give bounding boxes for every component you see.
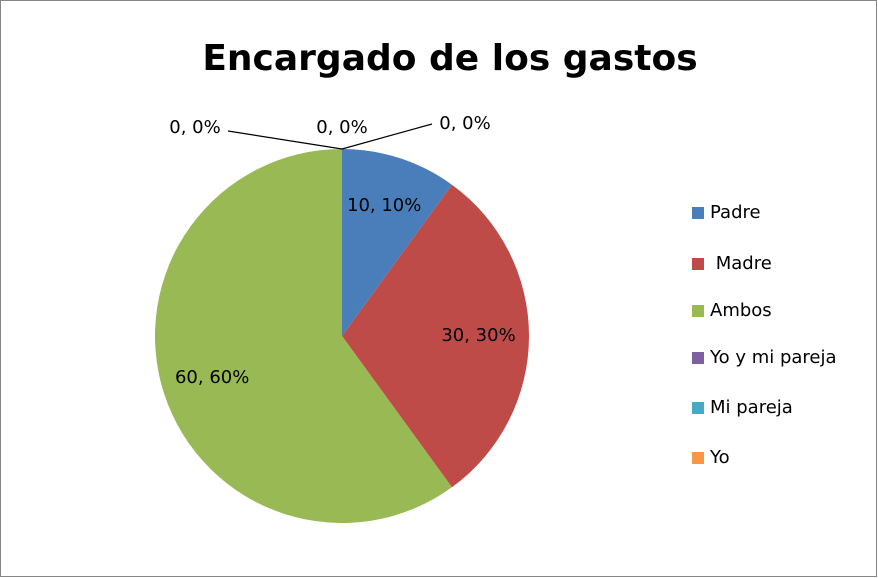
chart-title: Encargado de los gastos [202,38,697,79]
data-label: 60, 60% [175,367,249,388]
legend-swatch [692,258,704,270]
pie-slice [154,149,452,523]
legend-swatch [692,402,704,414]
legend-swatch [692,452,704,464]
legend-swatch [692,305,704,317]
legend-label: Ambos [710,300,772,321]
data-label: 0, 0% [316,117,367,138]
legend-swatch [692,352,704,364]
legend-label: Yo y mi pareja [709,347,837,368]
data-label: 0, 0% [439,113,490,134]
data-label: 10, 10% [347,195,421,216]
leader-line [227,130,343,150]
pie-slice [342,149,452,336]
legend-swatch [692,207,704,219]
data-label: 0, 0% [169,117,220,138]
legend-label: Padre [710,202,761,223]
pie-slice [342,184,529,488]
leader-line [341,123,433,150]
legend-label: Mi pareja [710,397,793,418]
legend-label: Madre [710,253,772,274]
data-label: 30, 30% [441,325,515,346]
legend-label: Yo [709,447,730,468]
